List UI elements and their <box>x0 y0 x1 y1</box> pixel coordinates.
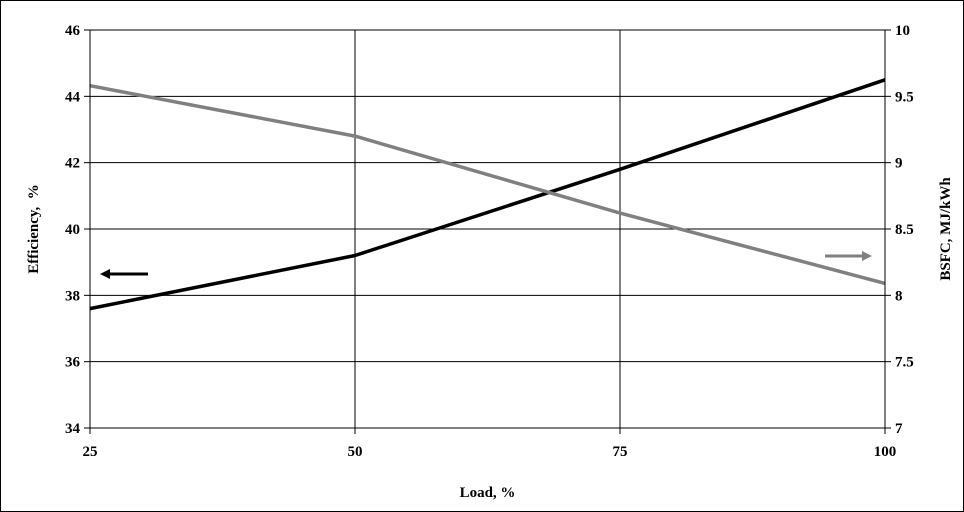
x-axis-title: Load, % <box>460 485 516 501</box>
x-tick-label: 25 <box>83 444 98 460</box>
left-tick-label: 34 <box>65 421 81 437</box>
x-tick-label: 75 <box>613 444 628 460</box>
x-tick-label: 50 <box>348 444 363 460</box>
left-tick-label: 40 <box>65 222 80 238</box>
x-tick-label: 100 <box>874 444 897 460</box>
left-tick-label: 46 <box>65 23 81 39</box>
series-layer <box>89 78 886 311</box>
right-tick-label: 10 <box>895 23 910 39</box>
axes <box>84 29 891 434</box>
right-tick-label: 7.5 <box>895 355 914 371</box>
axis-arrows <box>100 251 872 279</box>
left-tick-label: 36 <box>65 355 81 371</box>
right-tick-label: 9 <box>895 156 903 172</box>
right-tick-label: 7 <box>895 421 903 437</box>
right-y-axis-title: BSFC, MJ/kWh <box>938 177 954 281</box>
left-y-axis-title: Efficiency, % <box>26 184 42 274</box>
left-tick-label: 44 <box>65 89 81 105</box>
left-tick-label: 38 <box>65 288 80 304</box>
left-tick-label: 42 <box>65 156 80 172</box>
right-tick-label: 8 <box>895 288 903 304</box>
right-arrow-head <box>862 251 872 261</box>
tick-labels: 34 36 38 40 42 44 46 7 7.5 8 8.5 9 9.5 10 25 50 75 100 <box>65 23 914 460</box>
left-arrow-head <box>100 269 110 279</box>
right-tick-label: 9.5 <box>895 89 914 105</box>
right-tick-label: 8.5 <box>895 222 914 238</box>
bsfc-series-line <box>89 83 886 286</box>
efficiency-series-line <box>89 78 886 311</box>
